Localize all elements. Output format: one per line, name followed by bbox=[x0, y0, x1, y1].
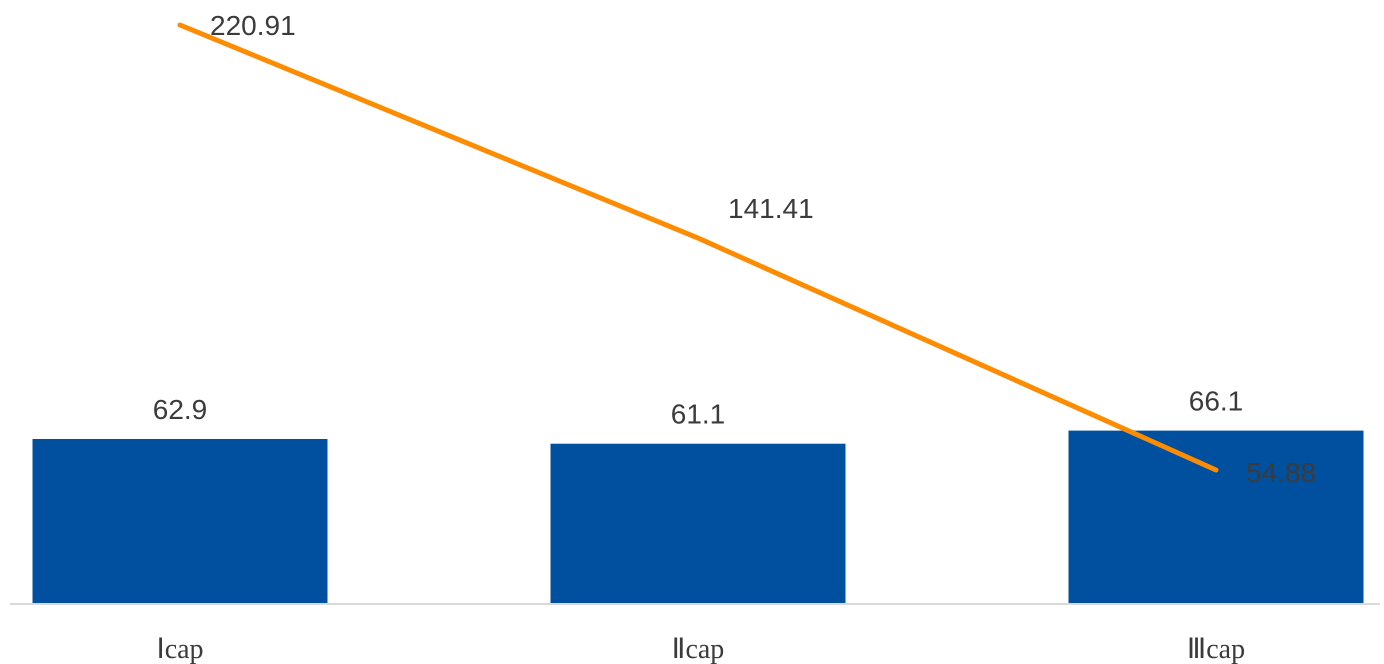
x-tick-label: Ⅱcap bbox=[672, 634, 725, 664]
bar-value-label: 62.9 bbox=[153, 394, 208, 425]
bar bbox=[1068, 430, 1364, 604]
x-axis-ticks: Ⅰcap Ⅱcap Ⅲcap bbox=[156, 634, 1245, 664]
bar-value-label: 66.1 bbox=[1189, 386, 1244, 417]
bar bbox=[32, 439, 328, 604]
line-value-label: 141.41 bbox=[728, 193, 814, 224]
bar-series bbox=[32, 430, 1364, 604]
line-value-label: 220.91 bbox=[210, 10, 296, 41]
line-value-label: 54.88 bbox=[1246, 457, 1316, 488]
line-series bbox=[177, 22, 1219, 473]
bar bbox=[550, 443, 846, 604]
bar-value-label: 61.1 bbox=[671, 399, 726, 430]
x-tick-label: Ⅰcap bbox=[156, 634, 203, 664]
line-path bbox=[177, 22, 1219, 473]
x-tick-label: Ⅲcap bbox=[1187, 634, 1245, 664]
data-labels: 62.9 61.1 66.1 220.91 141.41 54.88 bbox=[153, 10, 1316, 488]
